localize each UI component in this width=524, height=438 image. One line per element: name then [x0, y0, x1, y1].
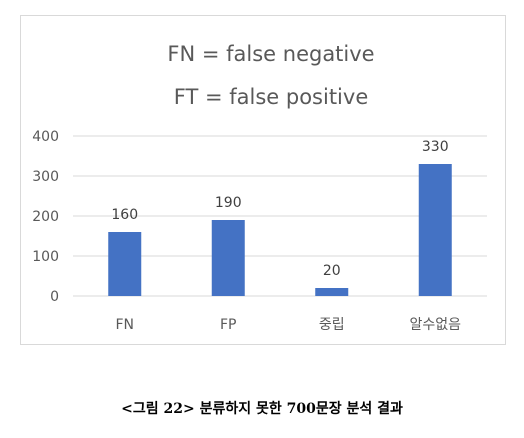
- x-tick-label-3: 중립: [319, 317, 345, 333]
- chart-frame: FN = false negative FT = false positive …: [20, 15, 506, 345]
- y-tick-label-200: 200: [32, 209, 59, 225]
- bar-chart: FN = false negative FT = false positive …: [32, 42, 487, 333]
- data-label-4: 330: [422, 139, 449, 155]
- x-tick-label-4: 알수없음: [409, 317, 461, 333]
- y-tick-label-0: 0: [50, 289, 59, 305]
- bars: [108, 164, 452, 296]
- bar-2: [211, 220, 245, 296]
- x-axis-ticks: FN FP 중립 알수없음: [115, 317, 461, 333]
- bar-3: [315, 288, 349, 296]
- y-axis-ticks: 0 100 200 300 400: [32, 129, 59, 305]
- data-label-3: 20: [323, 263, 341, 279]
- bar-4: [418, 164, 452, 296]
- chart-title-line-2: FT = false positive: [174, 85, 369, 109]
- grid-lines: [73, 135, 487, 297]
- y-tick-label-400: 400: [32, 129, 59, 145]
- y-tick-label-100: 100: [32, 249, 59, 265]
- data-label-1: 160: [111, 207, 138, 223]
- y-tick-label-300: 300: [32, 169, 59, 185]
- data-labels: 160 190 20 330: [111, 139, 448, 279]
- x-tick-label-2: FP: [220, 317, 237, 333]
- bar-1: [108, 232, 142, 296]
- data-label-2: 190: [215, 195, 242, 211]
- figure-caption: <그림 22> 분류하지 못한 700문장 분석 결과: [121, 401, 403, 417]
- x-tick-label-1: FN: [115, 317, 134, 333]
- chart-title-line-1: FN = false negative: [167, 42, 374, 66]
